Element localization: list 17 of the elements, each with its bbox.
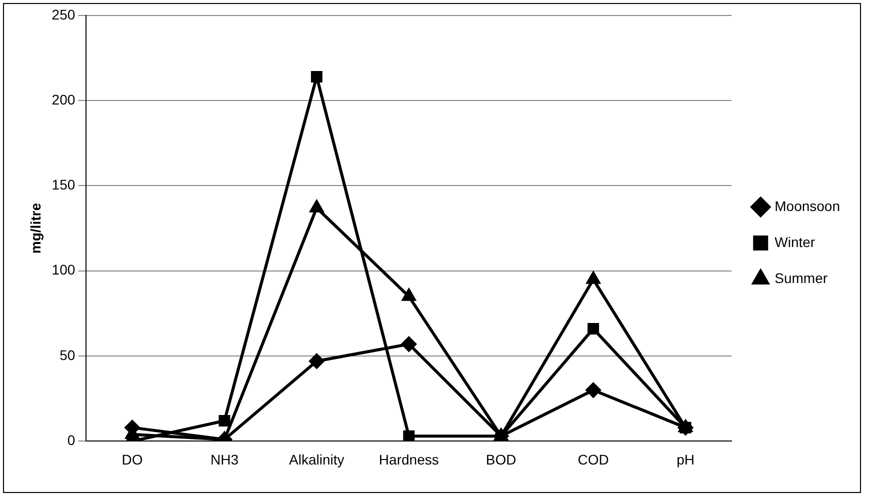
y-tick-label: 0	[67, 432, 76, 448]
y-tick-label: 250	[52, 6, 76, 22]
x-tick-label: Hardness	[378, 451, 439, 468]
x-tick-label: Alkalinity	[289, 451, 344, 468]
y-tick-label: 200	[52, 91, 76, 108]
x-tick-label: BOD	[486, 451, 516, 468]
y-tick-label: 100	[52, 262, 76, 278]
y-tick-label: 50	[60, 346, 76, 363]
x-tick-label: COD	[578, 451, 609, 468]
legend-label: Winter	[774, 234, 816, 250]
y-axis-title: mg/litre	[27, 202, 44, 254]
x-tick-label: DO	[122, 451, 143, 468]
legend-label: Moonsoon	[774, 198, 840, 214]
x-tick-label: pH	[676, 451, 694, 468]
x-tick-label: NH3	[210, 451, 239, 468]
y-tick-label: 150	[52, 176, 76, 193]
legend-label: Summer	[774, 270, 828, 286]
